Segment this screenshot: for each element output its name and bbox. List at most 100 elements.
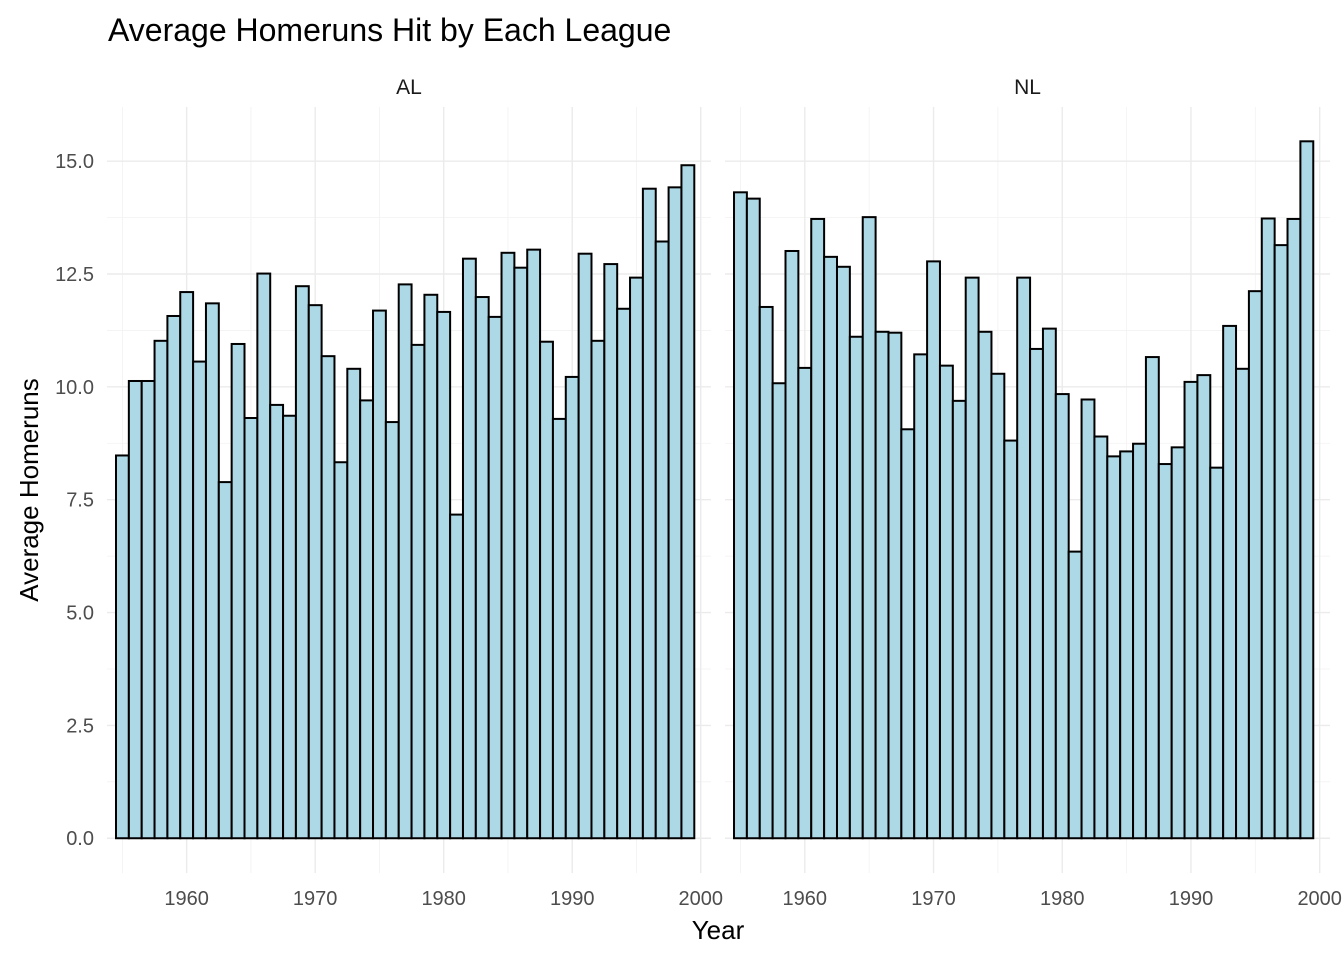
bar-al-1963 (217, 481, 233, 840)
bar-nl-1973 (964, 276, 980, 840)
bar-nl-1987 (1144, 356, 1160, 840)
bar-al-1993 (603, 263, 619, 840)
bar-al-1990 (564, 375, 580, 840)
bar-nl-1956 (745, 197, 761, 840)
bar-nl-1984 (1106, 455, 1122, 840)
bar-al-1998 (667, 186, 683, 840)
chart-title: Average Homeruns Hit by Each League (108, 12, 671, 48)
bar-nl-1994 (1235, 367, 1250, 840)
bar-al-1977 (397, 283, 413, 840)
bar-al-1966 (256, 272, 272, 840)
bar-nl-1993 (1222, 324, 1238, 840)
x-tick-label: 2000 (1297, 888, 1342, 910)
bar-nl-1990 (1183, 380, 1199, 840)
bar-al-1968 (282, 414, 297, 840)
x-tick-label: 1970 (911, 888, 956, 910)
bar-nl-1965 (861, 216, 877, 840)
facet-panel-nl: NL 1960 1970 1980 1990 2000 (725, 76, 1342, 910)
y-tick-label: 5.0 (66, 603, 94, 625)
bar-nl-1997 (1273, 244, 1289, 840)
bar-nl-1982 (1080, 398, 1096, 840)
x-tick-label: 1960 (164, 888, 209, 910)
facet-panel-al: AL 1960 1970 1980 1990 2000 (107, 76, 723, 910)
bar-nl-1977 (1016, 276, 1032, 840)
x-tick-label: 2000 (678, 888, 723, 910)
bar-nl-1970 (926, 260, 941, 840)
y-axis-ticks: 0.0 2.5 5.0 7.5 10.0 12.5 15.0 (55, 151, 94, 850)
y-tick-label: 12.5 (55, 264, 94, 286)
bar-al-1967 (269, 403, 285, 840)
bar-nl-1959 (784, 249, 800, 840)
bar-nl-1978 (1029, 347, 1044, 840)
bar-al-1958 (153, 339, 169, 840)
bar-al-1964 (230, 342, 246, 840)
bar-nl-1988 (1157, 463, 1173, 840)
x-axis-title: Year (692, 915, 745, 945)
bar-nl-1957 (758, 305, 774, 840)
bar-nl-1964 (848, 335, 864, 840)
bar-al-1960 (179, 291, 195, 840)
bar-nl-1960 (797, 366, 813, 840)
bar-al-1997 (654, 240, 670, 840)
facet-label-al: AL (396, 76, 422, 99)
facet-panels: AL 1960 1970 1980 1990 2000 NL 1960 1970 1980 1990… (107, 76, 1342, 910)
bar-nl-1998 (1286, 217, 1302, 840)
x-tick-label: 1990 (550, 888, 595, 910)
bar-al-1983 (474, 296, 490, 840)
bar-al-1957 (140, 379, 156, 840)
x-tick-label: 1980 (1040, 888, 1085, 910)
bar-nl-1974 (977, 330, 993, 840)
bar-al-1971 (320, 355, 336, 840)
bar-al-1994 (616, 307, 632, 840)
x-tick-label: 1970 (293, 888, 338, 910)
bar-nl-1981 (1067, 550, 1083, 840)
bar-al-1982 (461, 257, 477, 840)
bar-al-1973 (346, 367, 362, 840)
y-axis-title: Average Homeruns (14, 378, 44, 602)
bar-nl-1969 (913, 353, 929, 840)
bar-al-1992 (590, 339, 606, 840)
bar-nl-1962 (823, 255, 838, 840)
x-tick-label: 1960 (783, 888, 828, 910)
bar-nl-1989 (1170, 446, 1186, 840)
bar-al-1965 (243, 417, 259, 840)
bar-nl-1983 (1093, 435, 1109, 840)
bar-al-1996 (641, 187, 657, 840)
bar-al-1980 (436, 310, 452, 840)
x-tick-label: 1980 (421, 888, 466, 910)
bar-al-1987 (526, 248, 542, 840)
y-tick-label: 2.5 (66, 715, 94, 737)
bar-al-1974 (359, 399, 375, 840)
bar-al-1975 (372, 309, 387, 840)
bar-nl-1971 (938, 364, 954, 840)
bar-al-1999 (680, 164, 696, 840)
bar-nl-1999 (1299, 140, 1315, 840)
bar-al-1970 (307, 304, 323, 840)
bar-al-1955 (114, 454, 130, 840)
bar-al-1991 (577, 252, 593, 840)
y-tick-label: 0.0 (66, 828, 94, 850)
bar-nl-1985 (1119, 450, 1135, 840)
bar-al-1959 (166, 314, 182, 840)
bar-nl-1968 (900, 428, 916, 840)
y-tick-label: 15.0 (55, 151, 94, 173)
bar-al-1961 (192, 360, 207, 840)
bar-nl-1955 (733, 191, 748, 840)
bar-al-1956 (127, 379, 143, 840)
bar-nl-1986 (1132, 442, 1147, 840)
bar-nl-1992 (1209, 466, 1225, 840)
bar-al-1962 (204, 302, 220, 840)
bar-nl-1961 (810, 217, 826, 840)
bar-al-1981 (449, 513, 464, 840)
bar-nl-1975 (990, 372, 1006, 840)
bar-nl-1996 (1260, 217, 1276, 840)
bar-al-1995 (629, 276, 644, 840)
bar-al-1988 (539, 340, 554, 840)
bar-al-1985 (500, 251, 516, 840)
bar-nl-1972 (951, 399, 967, 840)
bar-nl-1966 (874, 330, 890, 840)
bar-nl-1967 (887, 331, 903, 840)
y-tick-label: 7.5 (66, 490, 94, 512)
bar-nl-1995 (1247, 290, 1263, 840)
